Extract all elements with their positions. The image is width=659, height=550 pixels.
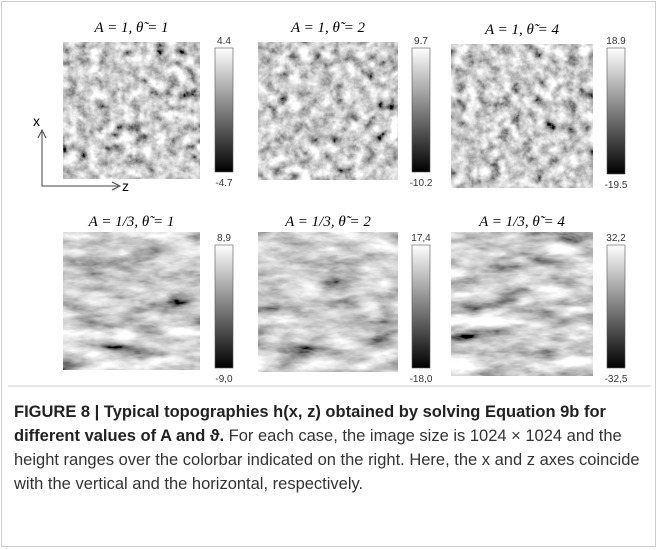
colorbar-max: 4.4 [217,36,231,47]
colorbar-min: -32,5 [605,374,628,385]
topography-image [63,42,200,179]
colorbar [214,244,234,369]
colorbar [606,244,626,369]
topography-image [258,42,398,180]
colorbar-max: 8,9 [217,233,231,244]
axis-label-x: x [33,113,40,129]
panel-title: A = 1, θ̃ = 2 [290,20,366,36]
figure: x z A = 1, θ̃ = 1 4.4 -4.7 A = 1, θ̃ = 2 9.7… [8,20,651,387]
topography-image [451,232,593,376]
panel-title: A = 1, θ̃ = 4 [484,22,560,38]
colorbar-min: -4.7 [215,178,233,189]
topography-image [63,232,200,370]
colorbar-min: -18,0 [410,374,433,385]
topography-image [451,44,593,188]
panel-title: A = 1, θ̃ = 1 [93,20,168,36]
panel-title: A = 1/3, θ̃ = 4 [478,214,565,230]
colorbar-max: 17,4 [411,233,431,244]
colorbar [411,244,431,369]
colorbar-min: -10.2 [410,178,433,189]
colorbar-min: -19.5 [605,180,628,191]
axes-indicator [37,128,122,191]
colorbar [214,47,234,173]
colorbar [606,47,626,175]
colorbar [411,47,431,173]
colorbar-max: 18.9 [606,36,626,47]
axis-label-z: z [122,178,129,194]
caption: FIGURE 8 | Typical topographies h(x, z) … [14,400,644,496]
caption-text: For each case, the image size is 1024 × … [14,427,640,493]
topography-image [258,232,398,372]
colorbar-max: 9.7 [414,36,428,47]
panel-title: A = 1/3, θ̃ = 2 [284,214,371,230]
colorbar-min: -9,0 [215,374,233,385]
colorbar-max: 32,2 [606,233,626,244]
caption-bold: FIGURE 8 | Typical topographies h(x, z) … [14,403,606,445]
panel-title: A = 1/3, θ̃ = 1 [88,214,175,230]
